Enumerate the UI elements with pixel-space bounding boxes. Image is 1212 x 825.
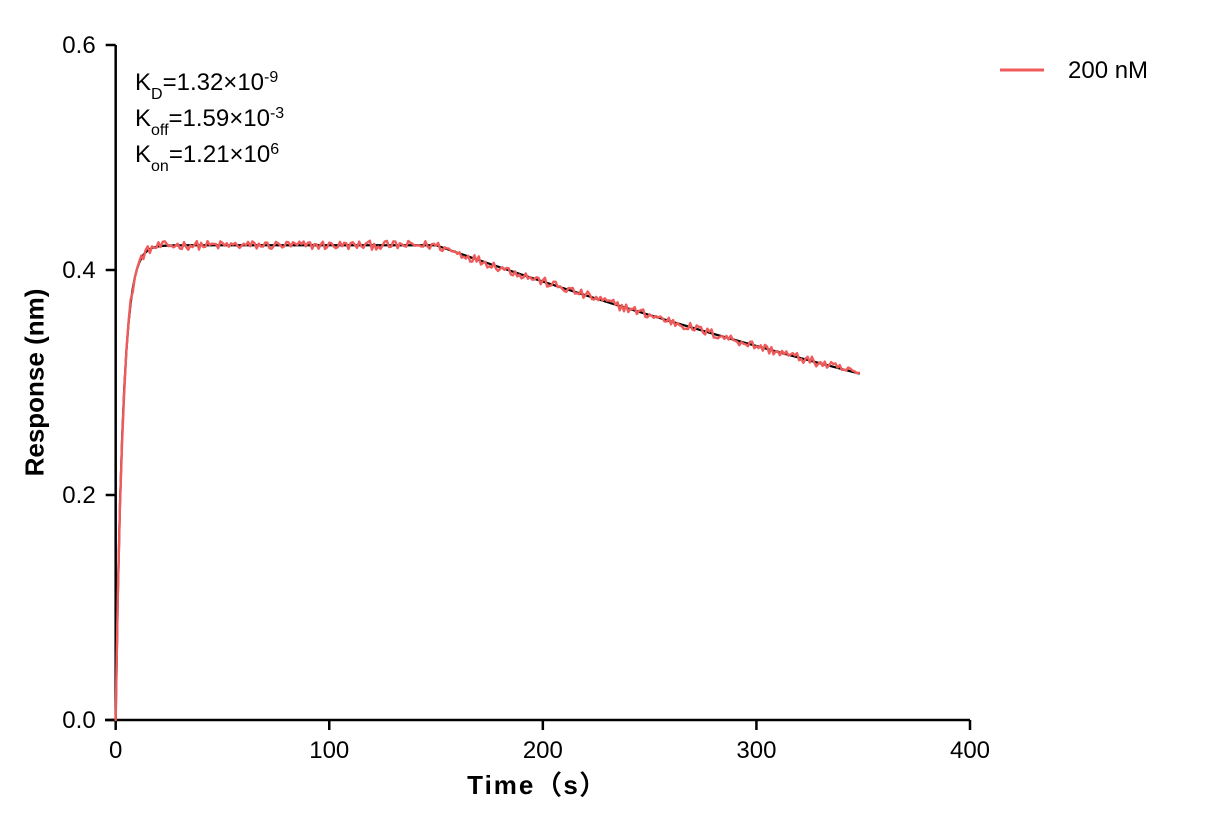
y-tick-label: 0.0 (62, 707, 95, 734)
x-tick-label: 100 (309, 737, 349, 764)
y-axis-label: Response (nm) (20, 289, 50, 477)
chart-svg: 0 100 200 300 400 0.0 0.2 0.4 0.6 Time（s） Response… (0, 0, 1212, 825)
x-axis-label: Time（s） (467, 770, 608, 800)
x-tick-label: 300 (736, 737, 776, 764)
binding-kinetics-chart: 0 100 200 300 400 0.0 0.2 0.4 0.6 Time（s） Response… (0, 0, 1212, 825)
y-tick-label: 0.6 (62, 32, 95, 59)
y-tick-label: 0.2 (62, 482, 95, 509)
x-tick-label: 400 (950, 737, 990, 764)
x-tick-label: 200 (523, 737, 563, 764)
y-tick-label: 0.4 (62, 257, 95, 284)
legend-label: 200 nM (1068, 57, 1148, 84)
x-tick-label: 0 (109, 737, 122, 764)
